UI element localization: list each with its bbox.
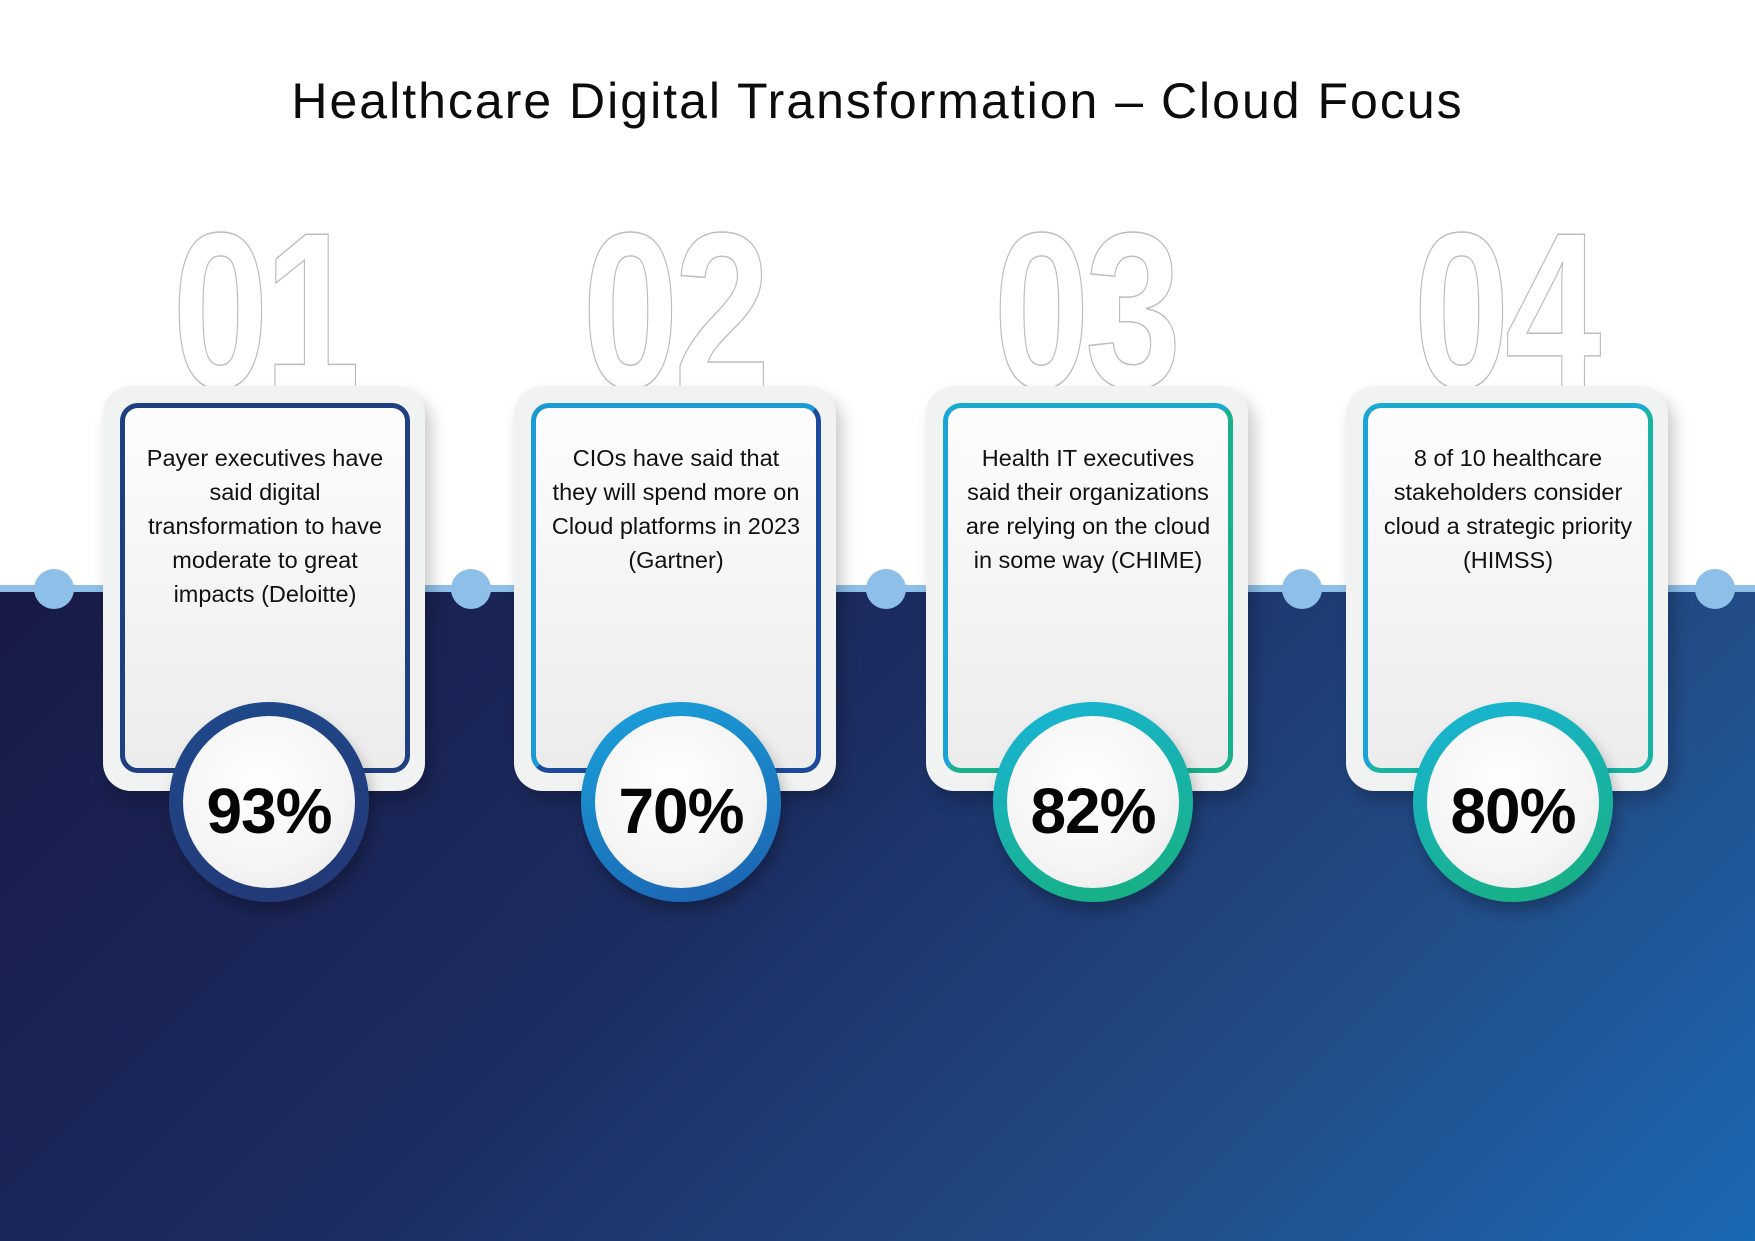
- step-number: 01: [172, 187, 361, 435]
- step-number: 04: [1413, 187, 1602, 435]
- step-number: 03: [993, 187, 1182, 435]
- percent-badge-inner: 82%: [1007, 716, 1179, 888]
- percent-value: 93%: [206, 775, 332, 847]
- percent-badge: 70%: [581, 702, 781, 902]
- card-text: CIOs have said that they will spend more…: [551, 445, 801, 573]
- stat-card-3: Health IT executives said their organiza…: [926, 386, 1248, 791]
- percent-badge: 80%: [1413, 702, 1613, 902]
- timeline-node: [866, 569, 906, 609]
- card-text: 8 of 10 healthcare stakeholders consider…: [1383, 445, 1633, 573]
- percent-value: 70%: [618, 775, 744, 847]
- percent-value: 82%: [1030, 775, 1156, 847]
- timeline-node: [1695, 569, 1735, 609]
- card-text: Payer executives have said digital trans…: [146, 445, 384, 607]
- timeline-node: [1282, 569, 1322, 609]
- percent-badge: 82%: [993, 702, 1193, 902]
- percent-badge-inner: 70%: [595, 716, 767, 888]
- percent-badge-inner: 93%: [183, 716, 355, 888]
- step-number: 02: [582, 187, 771, 435]
- timeline-node: [451, 569, 491, 609]
- percent-badge: 93%: [169, 702, 369, 902]
- percent-value: 80%: [1450, 775, 1576, 847]
- card-text: Health IT executives said their organiza…: [965, 445, 1211, 573]
- timeline-node: [34, 569, 74, 609]
- page-title: Healthcare Digital Transformation – Clou…: [291, 73, 1464, 129]
- percent-badge-inner: 80%: [1427, 716, 1599, 888]
